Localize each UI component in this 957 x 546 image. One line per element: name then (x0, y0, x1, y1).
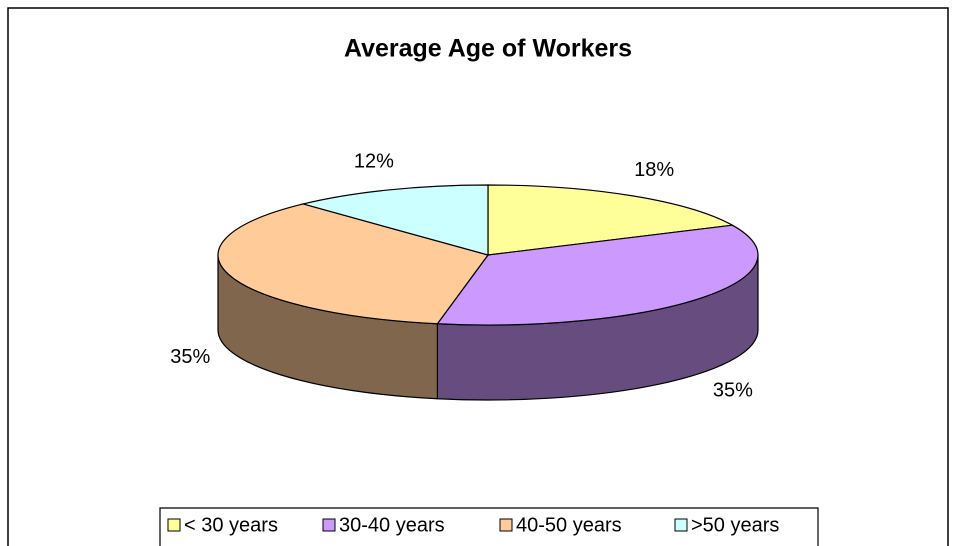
legend-swatch (167, 518, 181, 532)
legend-swatch (322, 518, 336, 532)
legend-label: 30-40 years (339, 514, 445, 536)
data-label: 35% (713, 380, 753, 402)
chart-title: Average Age of Workers (344, 35, 632, 63)
legend-box (159, 507, 819, 546)
data-label: 12% (354, 150, 394, 172)
legend-swatch (499, 518, 513, 532)
legend-label: >50 years (691, 514, 779, 536)
legend-label: < 30 years (184, 514, 278, 536)
pie-slice (436, 224, 759, 326)
legend-swatch (674, 518, 688, 532)
pie-slice (487, 184, 735, 256)
data-label: 35% (170, 346, 210, 368)
legend-label: 40-50 years (516, 514, 622, 536)
pie-slice (300, 184, 489, 256)
pie-slice (217, 203, 489, 325)
data-label: 18% (634, 159, 674, 181)
chart-frame (7, 7, 949, 546)
